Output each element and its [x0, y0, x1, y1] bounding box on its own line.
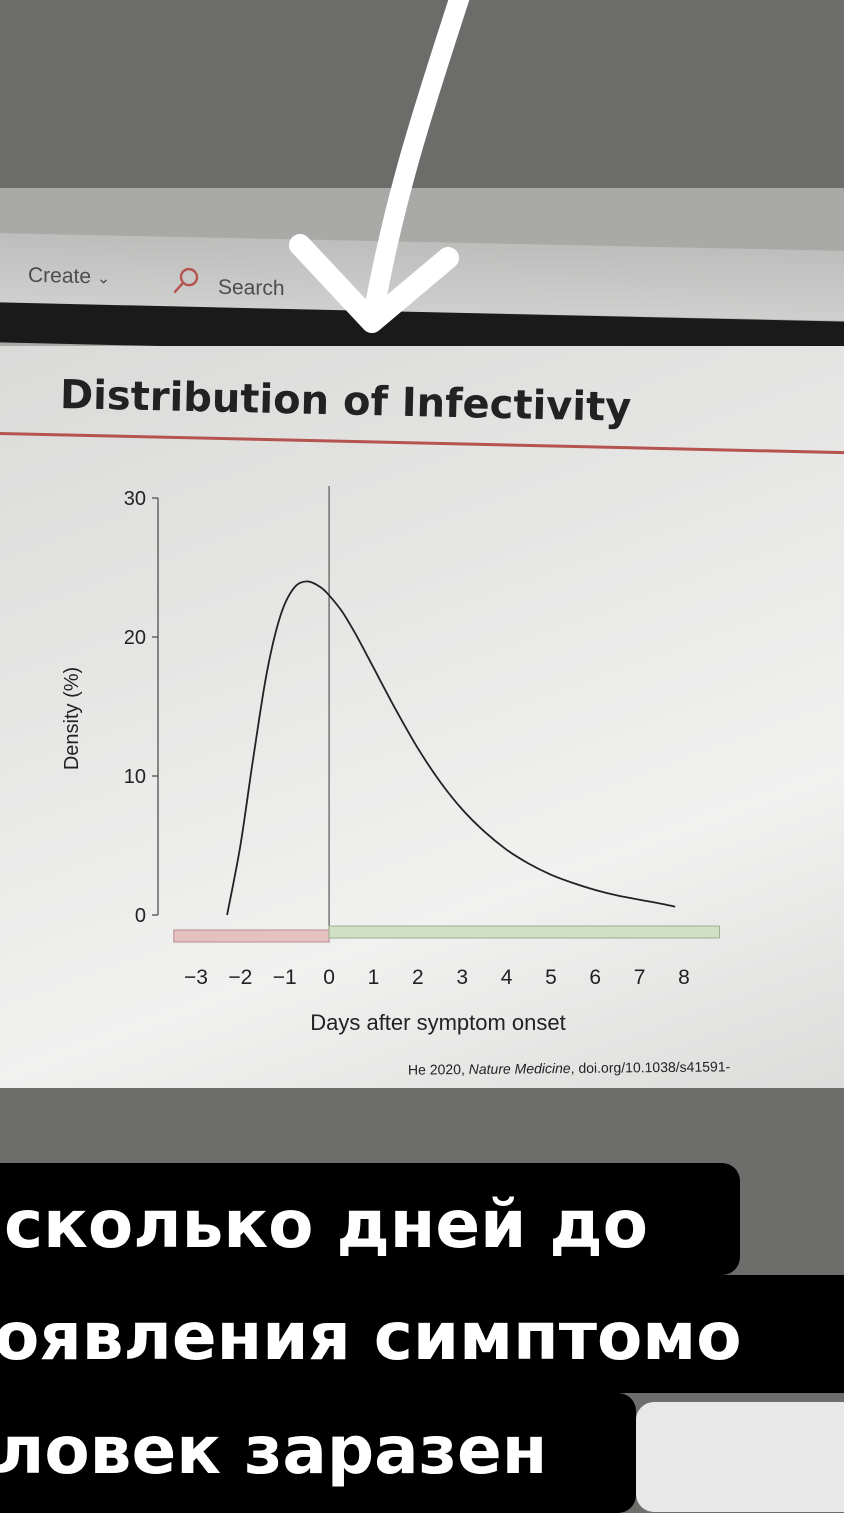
x-tick-label: 3 — [456, 966, 468, 989]
citation-doi: , doi.org/10.1038/s41591- — [570, 1058, 731, 1076]
infectivity-curve — [226, 580, 676, 916]
presymptomatic-bar — [173, 929, 330, 943]
x-tick-label: 0 — [323, 966, 335, 989]
citation-author: He 2020, — [407, 1061, 465, 1078]
x-tick-label: 6 — [589, 966, 601, 989]
caption-box-light — [636, 1402, 844, 1512]
down-arrow-icon — [289, 0, 470, 333]
x-tick-label: 1 — [368, 966, 380, 989]
caption-line-1: сколько дней до — [4, 1186, 648, 1263]
x-tick-label: −2 — [228, 966, 252, 989]
caption-line-3: ловек заразен — [0, 1412, 548, 1489]
caption-box-3 — [0, 1393, 636, 1513]
y-axis-label: Density (%) — [61, 667, 83, 770]
x-tick-label: 4 — [501, 966, 513, 989]
y-tick-label: 20 — [124, 627, 146, 649]
x-tick-label: 7 — [634, 966, 646, 989]
infectivity-chart: 0 10 20 30 Density (%) −3 −2 −1 0 1 2 3 4 5 6 7 8 Days af… — [61, 486, 720, 1035]
symptomatic-bar — [328, 925, 720, 939]
y-tick-label: 0 — [135, 905, 146, 927]
x-tick-label: −3 — [184, 966, 208, 989]
caption-box-2 — [0, 1275, 844, 1393]
x-axis-label: Days after symptom onset — [310, 1010, 566, 1035]
x-tick-label: 2 — [412, 966, 424, 989]
caption-box-1 — [0, 1163, 740, 1275]
x-tick-label: 8 — [678, 966, 690, 989]
x-tick-label: 5 — [545, 966, 557, 989]
slide-area — [0, 346, 844, 1088]
caption-line-2: оявления симптомо — [0, 1298, 742, 1375]
toolbar: Create ⌄ Search — [0, 233, 844, 321]
citation: He 2020, Nature Medicine, doi.org/10.103… — [408, 1058, 730, 1077]
citation-journal: Nature Medicine — [468, 1059, 571, 1078]
y-tick-label: 30 — [124, 488, 146, 510]
y-tick-label: 10 — [124, 766, 146, 788]
x-tick-label: −1 — [273, 966, 297, 989]
search-icon[interactable] — [170, 265, 202, 298]
